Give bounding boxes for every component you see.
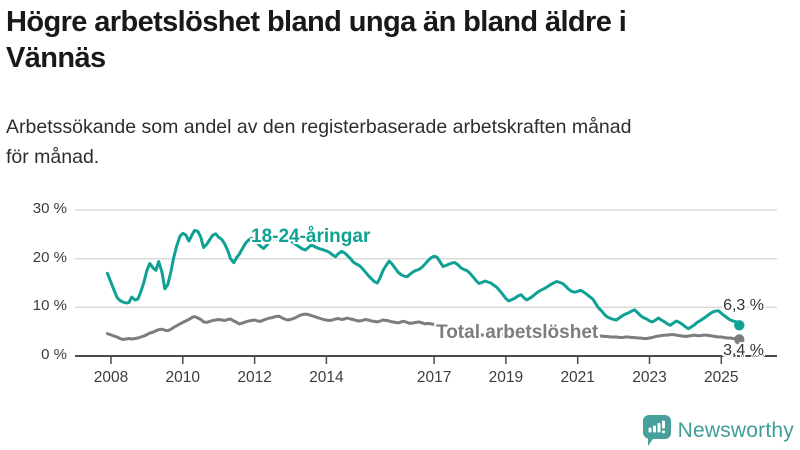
- series-line-0: [105, 228, 741, 331]
- brand-footer: Newsworthy: [642, 415, 794, 446]
- exclamation-dot: [661, 430, 665, 434]
- exclamation-bar: [661, 420, 665, 429]
- newsworthy-logo-icon: [642, 415, 671, 446]
- brand-name: Newsworthy: [677, 418, 794, 442]
- speech-bubble-shape: [642, 415, 671, 446]
- series-end-dot-1: [734, 334, 745, 345]
- series-end-dot-0: [734, 320, 745, 331]
- page-subtitle: Arbetssökande som andel av den registerb…: [6, 116, 632, 168]
- series-line-1: [105, 312, 741, 341]
- page-title: Högre arbetslöshet bland unga än bland ä…: [6, 6, 627, 74]
- mini-bar-chart: [648, 420, 665, 434]
